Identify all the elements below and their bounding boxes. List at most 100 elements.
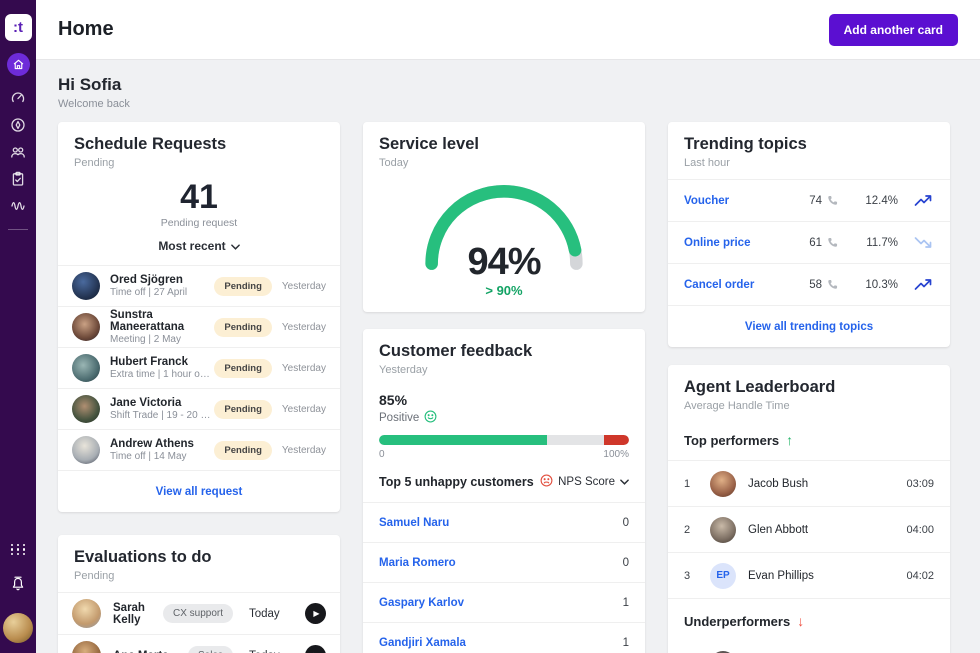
leaderboard-row[interactable]: 1 Jacob Bush 03:09 [668, 460, 950, 506]
play-button[interactable]: ▶ [305, 603, 326, 624]
request-time: Yesterday [281, 321, 326, 333]
profile-avatar[interactable] [3, 613, 33, 643]
card-title: Service level [379, 135, 479, 153]
team-badge: CX support [162, 604, 233, 623]
status-badge: Pending [214, 399, 272, 419]
trend-up-icon [914, 278, 934, 291]
trending-topic-row[interactable]: Online price 61 11.7% [668, 221, 950, 263]
schedule-request-row[interactable]: Sunstra Maneerattana Meeting | 2 May Pen… [58, 306, 340, 347]
trending-topic-row[interactable]: Cancel order 58 10.3% [668, 263, 950, 305]
status-badge: Pending [214, 276, 272, 296]
request-detail: Shift Trade | 19 - 20 May [110, 410, 215, 422]
customer-link[interactable]: Gandjiri Xamala [379, 636, 466, 649]
request-detail: Time off | 27 April [110, 287, 188, 299]
happy-face-icon [424, 410, 437, 426]
sentiment-bar-positive [379, 435, 547, 445]
nps-score-dropdown[interactable]: NPS Score [558, 476, 629, 488]
unhappy-customer-row[interactable]: Samuel Naru 0 [363, 502, 645, 542]
evaluations-card: Evaluations to do Pending Sarah Kelly CX… [58, 535, 340, 653]
leaderboard-row[interactable]: 2 Glen Abbott 04:00 [668, 506, 950, 552]
sidebar-item-analytics[interactable] [6, 194, 30, 218]
topic-link[interactable]: Online price [684, 236, 751, 249]
nps-score: 1 [622, 636, 629, 649]
view-all-requests-link[interactable]: View all request [58, 470, 340, 512]
card-title: Customer feedback [379, 342, 533, 360]
handle-time: 04:02 [906, 569, 934, 582]
request-name: Hubert Franck [110, 356, 188, 369]
arrow-down-icon: ↓ [797, 613, 805, 629]
arrow-up-icon: ↑ [786, 432, 794, 448]
sidebar-divider [8, 229, 28, 230]
unhappy-customer-row[interactable]: Gandjiri Xamala 1 [363, 622, 645, 653]
sidebar-item-evaluations[interactable] [6, 167, 30, 191]
card-subtitle: Pending [74, 570, 115, 582]
add-card-button[interactable]: Add another card [828, 13, 958, 46]
customer-link[interactable]: Gaspary Karlov [379, 596, 465, 609]
trending-topic-row[interactable]: Voucher 74 12.4% [668, 179, 950, 221]
handle-time: 03:09 [906, 477, 934, 490]
customer-link[interactable]: Maria Romero [379, 556, 456, 569]
scale-min: 0 [379, 449, 385, 460]
topic-link[interactable]: Cancel order [684, 278, 755, 291]
chevron-down-icon [230, 239, 240, 253]
evaluation-row[interactable]: Ana Marta Sales Today ▶ [58, 634, 340, 653]
sidebar-item-dashboard[interactable] [6, 86, 30, 110]
avatar [72, 641, 101, 653]
brand-logo[interactable]: :t [4, 14, 32, 41]
avatar [72, 313, 100, 342]
request-detail: Meeting | 2 May [110, 334, 181, 346]
card-subtitle: Yesterday [379, 364, 428, 376]
trend-up-icon [914, 194, 934, 207]
customer-link[interactable]: Samuel Naru [379, 516, 450, 529]
view-all-trending-link[interactable]: View all trending topics [668, 305, 950, 347]
underperformers-label: Underperformers [684, 613, 791, 629]
sidebar-item-team[interactable] [6, 140, 30, 164]
request-name: Ored Sjögren [110, 274, 183, 287]
unhappy-customer-row[interactable]: Gaspary Karlov 1 [363, 582, 645, 622]
notifications-button[interactable] [10, 575, 26, 597]
card-title: Evaluations to do [74, 548, 212, 566]
greeting-subtitle: Welcome back [58, 98, 130, 110]
request-time: Yesterday [281, 403, 326, 415]
schedule-request-row[interactable]: Andrew Athens Time off | 14 May Pending … [58, 429, 340, 470]
topic-percent: 11.7% [866, 236, 898, 249]
schedule-request-row[interactable]: Hubert Franck Extra time | 1 hour on Fri… [58, 347, 340, 388]
gauge-fill [425, 185, 583, 270]
nps-score: 0 [622, 516, 629, 529]
topic-link[interactable]: Voucher [684, 194, 730, 207]
sidebar-item-home[interactable] [6, 53, 30, 76]
gauge-icon [10, 90, 26, 106]
phone-icon [827, 279, 838, 290]
leaderboard-row[interactable]: 1 Sara Lester 07:02 [668, 641, 950, 653]
schedule-request-row[interactable]: Ored Sjögren Time off | 27 April Pending… [58, 265, 340, 306]
apps-grid-icon[interactable] [10, 543, 26, 555]
request-detail: Extra time | 1 hour on Frid... [110, 369, 215, 381]
schedule-request-row[interactable]: Jane Victoria Shift Trade | 19 - 20 May … [58, 388, 340, 429]
team-badge: Sales [187, 646, 233, 653]
phone-icon [827, 195, 838, 206]
bell-icon [10, 576, 26, 596]
dashboard: Hi Sofia Welcome back Schedule Requests … [36, 60, 980, 653]
positive-percent: 85% [379, 392, 408, 408]
request-name: Andrew Athens [110, 438, 194, 451]
leaderboard-row[interactable]: 3 EP Evan Phillips 04:02 [668, 552, 950, 598]
evaluation-row[interactable]: Sarah Kelly CX support Today ▶ [58, 592, 340, 634]
sidebar-item-explore[interactable] [6, 113, 30, 137]
positive-label: Positive [379, 412, 420, 424]
card-title: Schedule Requests [74, 135, 227, 153]
topic-percent: 10.3% [865, 278, 898, 291]
page-title: Home [58, 18, 114, 40]
agent-name: Glen Abbott [748, 523, 809, 536]
avatar [72, 599, 101, 628]
card-subtitle: Today [379, 157, 409, 169]
schedule-requests-card: Schedule Requests Pending 41 Pending req… [58, 122, 340, 512]
avatar [72, 272, 100, 301]
play-button[interactable]: ▶ [305, 645, 326, 653]
rank: 1 [684, 477, 691, 490]
sort-dropdown[interactable]: Most recent [158, 239, 240, 253]
card-subtitle: Last hour [684, 157, 730, 169]
sidebar: :t [0, 0, 36, 653]
scale-max: 100% [603, 449, 629, 460]
unhappy-customer-row[interactable]: Maria Romero 0 [363, 542, 645, 582]
card-subtitle: Pending [74, 157, 115, 169]
